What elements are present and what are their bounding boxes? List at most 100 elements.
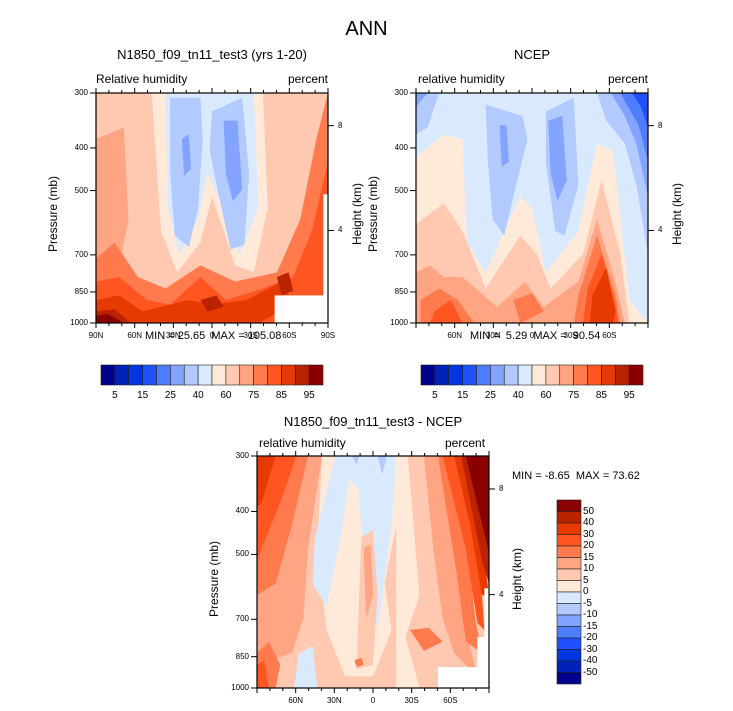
figure-title: ANN (345, 18, 388, 40)
colorbar-swatch (573, 364, 588, 386)
colorbar-tick-label: -15 (583, 620, 598, 632)
colorbar-swatch (517, 364, 533, 386)
panel-3-ylabel: Pressure (mb) (207, 540, 221, 617)
colorbar-swatch (556, 672, 582, 685)
contour-region (513, 293, 544, 323)
colorbar-swatch (628, 364, 644, 386)
contour-region (257, 456, 276, 507)
colorbar-swatch (556, 660, 582, 673)
colorbar-swatch (170, 364, 185, 386)
colorbar-swatch (601, 364, 616, 386)
colorbar-swatch (556, 591, 582, 604)
contour-region (96, 313, 124, 323)
contour-region (429, 300, 463, 323)
panel-1-minmax: MIN = 25.65 MAX = 105.08 (145, 330, 281, 342)
contour-region (548, 116, 567, 202)
colorbar-swatch (614, 364, 630, 386)
y2-tick-label: 8 (338, 120, 343, 130)
colorbar-swatch (556, 603, 582, 616)
panel-1-max-value: 105.08 (247, 330, 282, 342)
y-tick-label: 1000 (70, 318, 88, 327)
panel-1-plot (90, 88, 334, 328)
panel-2-plot (410, 88, 654, 328)
colorbar-tick-label: -10 (583, 609, 598, 620)
contour-region (416, 93, 428, 107)
colorbar-swatch (556, 614, 582, 627)
colorbar-tick-label: 50 (583, 505, 595, 517)
colorbar-swatch (100, 364, 116, 386)
colorbar-swatch (559, 364, 574, 386)
x-tick-label: 0 (529, 331, 535, 340)
panel-2-right-label: percent (607, 72, 648, 86)
panel-2-min-value: 5.29 (505, 330, 528, 342)
y-tick-label: 1000 (231, 683, 249, 692)
colorbar-tick-label: 15 (137, 390, 149, 401)
panel-3-right-label: percent (445, 436, 486, 450)
panel-1-min-label: MIN = (145, 330, 175, 342)
panel-1-min-value: 25.65 (177, 330, 206, 342)
panel-3-colorbar (556, 499, 582, 685)
y-tick-label: 300 (74, 88, 88, 97)
contour-region (257, 660, 269, 688)
contour-region (96, 127, 129, 277)
colorbar-swatch (556, 511, 582, 524)
y-tick-label: 400 (74, 142, 88, 152)
colorbar-tick-label: -50 (583, 666, 598, 678)
y2-tick-label: 8 (499, 483, 504, 493)
y-tick-label: 700 (74, 249, 88, 259)
x-tick-label: 60N (127, 331, 142, 340)
contour-region (363, 544, 373, 619)
y-tick-label: 400 (394, 142, 408, 152)
colorbar-swatch (556, 649, 582, 662)
missing-data-mask (484, 588, 489, 668)
x-tick-label: 30N (165, 331, 181, 340)
x-tick-label: 60S (282, 331, 297, 340)
colorbar-swatch (434, 364, 450, 386)
colorbar-swatch (556, 534, 582, 547)
colorbar-tick-label: 15 (583, 551, 595, 563)
panel-3-title: N1850_f09_tn11_test3 - NCEP (283, 414, 463, 429)
panel-3-minmax: MIN = -8.65 MAX = 73.62 (512, 470, 640, 482)
y2-tick-label: 4 (338, 225, 343, 235)
contour-region (181, 134, 192, 176)
panel-2-min-label: MIN = (470, 330, 500, 342)
contour-region (590, 267, 616, 323)
colorbar-swatch (211, 364, 227, 386)
contour-region (277, 272, 294, 296)
colorbar-tick-label: -20 (583, 632, 598, 643)
colorbar-tick-label: 15 (457, 390, 469, 401)
panel-1-right-label: percent (287, 72, 328, 86)
colorbar-tick-label: 40 (583, 517, 595, 528)
contour-region (442, 456, 485, 630)
y-tick-label: 400 (235, 506, 249, 516)
colorbar-swatch (281, 364, 296, 386)
y-tick-label: 500 (394, 185, 408, 195)
panel-3-y2label: Height (km) (510, 547, 524, 610)
x-tick-label: 90S (320, 331, 336, 340)
colorbar-swatch (556, 637, 582, 650)
contour-region (416, 219, 625, 323)
contour-region (294, 646, 318, 688)
panel-3-plot (251, 451, 495, 693)
y-tick-label: 700 (235, 614, 249, 624)
panel-1-left-label: Relative humidity (96, 72, 188, 86)
y-tick-label: 850 (74, 286, 88, 296)
y2-tick-label: 4 (658, 225, 663, 235)
colorbar-tick-label: -30 (583, 643, 598, 655)
colorbar-tick-label: 5 (583, 574, 589, 586)
x-tick-label: 30S (243, 331, 258, 340)
panel-2-title: NCEP (513, 47, 551, 62)
x-tick-label: 30S (404, 696, 419, 705)
colorbar-swatch (142, 364, 157, 386)
y-tick-label: 700 (394, 249, 408, 259)
colorbar-swatch (128, 364, 143, 386)
colorbar-tick-label: 5 (112, 390, 118, 401)
contour-region (631, 93, 648, 128)
colorbar-tick-label: 25 (484, 390, 496, 401)
colorbar-swatch (545, 364, 561, 386)
x-tick-label: 60S (443, 696, 458, 705)
colorbar-tick-label: 60 (540, 390, 552, 401)
contour-region (499, 125, 509, 167)
y-tick-label: 500 (235, 549, 249, 559)
colorbar-swatch (556, 626, 582, 639)
